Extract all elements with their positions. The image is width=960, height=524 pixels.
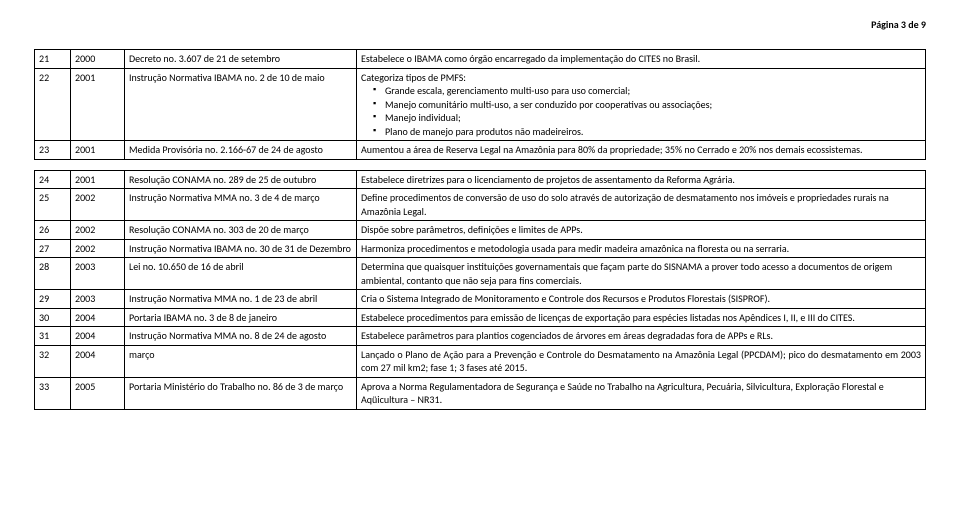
row-year: 2002	[71, 221, 125, 240]
row-description: Estabelece diretrizes para o licenciamen…	[357, 170, 926, 189]
row-norm: Instrução Normativa MMA no. 1 de 23 de a…	[125, 290, 357, 309]
row-description: Cria o Sistema Integrado de Monitorament…	[357, 290, 926, 309]
table-row: 242001Resolução CONAMA no. 289 de 25 de …	[35, 170, 926, 189]
row-year: 2001	[71, 141, 125, 160]
table-row: 332005Portaria Ministério do Trabalho no…	[35, 377, 926, 409]
table-row: 252002Instrução Normativa MMA no. 3 de 4…	[35, 189, 926, 221]
row-description: Determina que quaisquer instituições gov…	[357, 258, 926, 290]
table-row: 222001Instrução Normativa IBAMA no. 2 de…	[35, 68, 926, 141]
row-number: 31	[35, 327, 71, 346]
row-number: 33	[35, 377, 71, 409]
regulation-table-1: 212000Decreto no. 3.607 de 21 de setembr…	[34, 49, 926, 160]
row-norm: Portaria IBAMA no. 3 de 8 de janeiro	[125, 308, 357, 327]
table-row: 312004Instrução Normativa MMA no. 8 de 2…	[35, 327, 926, 346]
row-number: 28	[35, 258, 71, 290]
row-description: Harmoniza procedimentos e metodologia us…	[357, 239, 926, 258]
row-year: 2003	[71, 290, 125, 309]
row-year: 2005	[71, 377, 125, 409]
table-row: 302004Portaria IBAMA no. 3 de 8 de janei…	[35, 308, 926, 327]
row-description: Estabelece parâmetros para plantios coge…	[357, 327, 926, 346]
row-year: 2000	[71, 50, 125, 69]
row-description: Estabelece procedimentos para emissão de…	[357, 308, 926, 327]
document-page: Página 3 de 9 212000Decreto no. 3.607 de…	[0, 0, 960, 430]
row-year: 2001	[71, 170, 125, 189]
table-row: 322004marçoLançado o Plano de Ação para …	[35, 345, 926, 377]
row-number: 23	[35, 141, 71, 160]
row-year: 2002	[71, 189, 125, 221]
row-norm: Instrução Normativa MMA no. 8 de 24 de a…	[125, 327, 357, 346]
row-norm: Resolução CONAMA no. 303 de 20 de março	[125, 221, 357, 240]
row-year: 2002	[71, 239, 125, 258]
row-year: 2004	[71, 308, 125, 327]
desc-bullet-list: Grande escala, gerenciamento multi-uso p…	[361, 84, 921, 138]
table-row: 212000Decreto no. 3.607 de 21 de setembr…	[35, 50, 926, 69]
row-year: 2004	[71, 345, 125, 377]
row-description: Categoriza tipos de PMFS:Grande escala, …	[357, 68, 926, 141]
desc-bullet: Manejo comunitário multi-uso, a ser cond…	[373, 98, 921, 112]
row-norm: Instrução Normativa MMA no. 3 de 4 de ma…	[125, 189, 357, 221]
row-description: Aprova a Norma Regulamentadora de Segura…	[357, 377, 926, 409]
table-row: 232001Medida Provisória no. 2.166-67 de …	[35, 141, 926, 160]
row-norm: Decreto no. 3.607 de 21 de setembro	[125, 50, 357, 69]
row-number: 25	[35, 189, 71, 221]
desc-lead: Categoriza tipos de PMFS:	[361, 71, 921, 85]
row-description: Aumentou a área de Reserva Legal na Amaz…	[357, 141, 926, 160]
desc-bullet: Plano de manejo para produtos não madeir…	[373, 125, 921, 139]
table-row: 282003Lei no. 10.650 de 16 de abrilDeter…	[35, 258, 926, 290]
row-norm: Portaria Ministério do Trabalho no. 86 d…	[125, 377, 357, 409]
page-number: Página 3 de 9	[34, 18, 926, 31]
row-year: 2003	[71, 258, 125, 290]
regulation-table-2: 242001Resolução CONAMA no. 289 de 25 de …	[34, 170, 926, 410]
table-row: 272002Instrução Normativa IBAMA no. 30 d…	[35, 239, 926, 258]
row-norm: Instrução Normativa IBAMA no. 2 de 10 de…	[125, 68, 357, 141]
row-norm: Instrução Normativa IBAMA no. 30 de 31 d…	[125, 239, 357, 258]
row-number: 32	[35, 345, 71, 377]
row-number: 22	[35, 68, 71, 141]
row-description: Estabelece o IBAMA como órgão encarregad…	[357, 50, 926, 69]
table-row: 292003Instrução Normativa MMA no. 1 de 2…	[35, 290, 926, 309]
row-number: 27	[35, 239, 71, 258]
row-description: Lançado o Plano de Ação para a Prevenção…	[357, 345, 926, 377]
row-number: 30	[35, 308, 71, 327]
row-norm: Medida Provisória no. 2.166-67 de 24 de …	[125, 141, 357, 160]
row-number: 24	[35, 170, 71, 189]
row-year: 2001	[71, 68, 125, 141]
desc-bullet: Manejo individual;	[373, 111, 921, 125]
row-norm: Resolução CONAMA no. 289 de 25 de outubr…	[125, 170, 357, 189]
row-description: Dispõe sobre parâmetros, definições e li…	[357, 221, 926, 240]
row-number: 21	[35, 50, 71, 69]
row-norm: março	[125, 345, 357, 377]
table-row: 262002Resolução CONAMA no. 303 de 20 de …	[35, 221, 926, 240]
row-description: Define procedimentos de conversão de uso…	[357, 189, 926, 221]
row-number: 29	[35, 290, 71, 309]
row-number: 26	[35, 221, 71, 240]
desc-bullet: Grande escala, gerenciamento multi-uso p…	[373, 84, 921, 98]
row-year: 2004	[71, 327, 125, 346]
row-norm: Lei no. 10.650 de 16 de abril	[125, 258, 357, 290]
